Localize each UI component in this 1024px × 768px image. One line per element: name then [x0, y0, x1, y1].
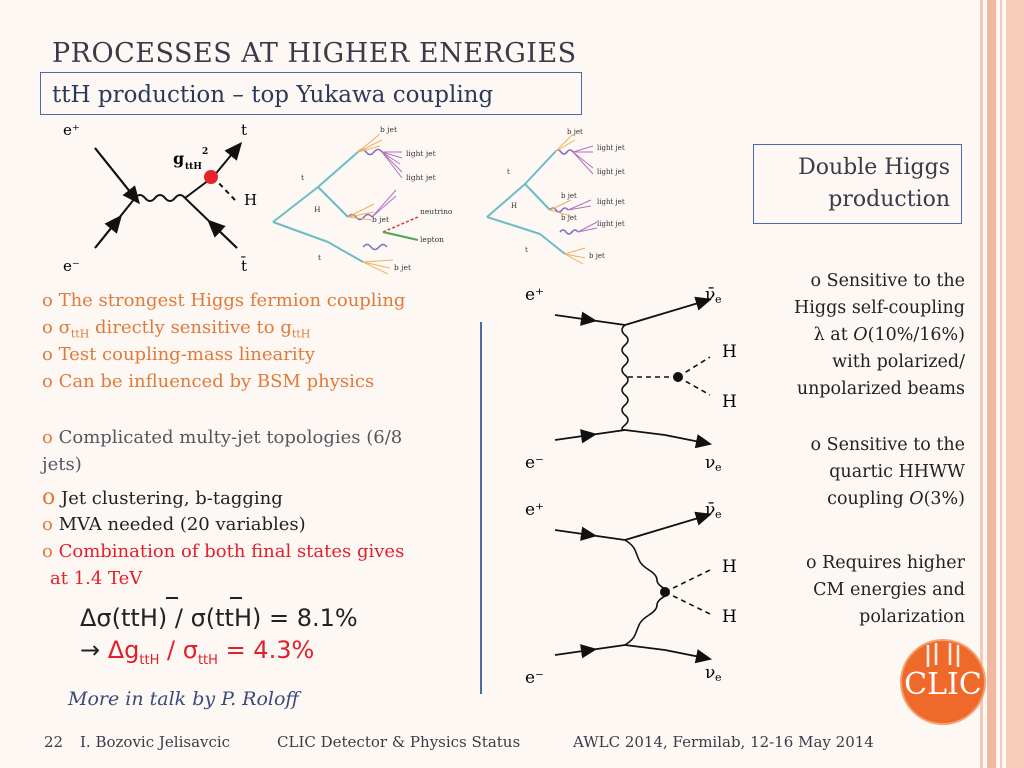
double-higgs-label-line1: Double Higgs — [798, 155, 950, 180]
hh2-nubar: ν̄ — [705, 500, 715, 520]
hh1-nu-sub: e — [715, 461, 722, 474]
label-h: H — [244, 191, 257, 209]
bullet-combination: o Combination of both final states gives — [42, 541, 405, 562]
label-g-sub: ttH — [185, 162, 202, 172]
jet-label: b jet — [372, 215, 389, 224]
hh1-nubar-sub: e — [715, 293, 722, 306]
footer-author: I. Bozovic Jelisavcic — [80, 733, 231, 751]
jet-label: light jet — [406, 173, 436, 182]
more-in-talk: More in talk by P. Roloff — [68, 688, 299, 710]
jet-label: b jet — [567, 128, 583, 136]
jet-label: light jet — [597, 198, 625, 206]
label-e-plus: e⁺ — [63, 121, 80, 139]
jet-label: neutrino — [420, 207, 453, 216]
jet-label: light jet — [597, 144, 625, 152]
footer-talk: CLIC Detector & Physics Status — [277, 733, 521, 751]
label-g: g — [173, 149, 184, 168]
footer-event: AWLC 2014, Fermilab, 12-16 May 2014 — [573, 733, 874, 751]
bullet-self-coupling: o Sensitive to the Higgs self-coupling λ… — [794, 271, 965, 399]
bullet-combination-cont: at 1.4 TeV — [50, 568, 143, 589]
double-higgs-box — [753, 144, 962, 224]
hh1-h2: H — [722, 392, 737, 412]
slide-subtitle: ttH production – top Yukawa coupling — [52, 82, 494, 108]
vertical-divider — [480, 322, 482, 694]
jet-label: b jet — [561, 214, 577, 222]
jet-label: t — [301, 173, 304, 182]
hh2-h1: H — [722, 557, 737, 577]
bullet-multijet-cont: jets) — [42, 454, 82, 475]
jet-label: b jet — [561, 192, 577, 200]
jet-label: H — [511, 202, 517, 210]
jet-label: light jet — [406, 149, 436, 158]
hh2-nu: ν — [705, 663, 715, 683]
clic-logo-text: CLIC — [904, 667, 982, 702]
jet-label: t — [507, 168, 510, 176]
hh-feynman-diagram-2: e⁺ e⁻ ν̄ e ν e H H — [525, 500, 737, 688]
bullet-sigma-sensitive: o σttH directly sensitive to gttH — [42, 317, 311, 341]
decorative-stripes — [980, 0, 1024, 768]
jet-label: t — [525, 246, 528, 254]
jet-label: light jet — [597, 168, 625, 176]
hh1-nu: ν — [705, 453, 715, 473]
tth-feynman-diagram: e⁺ e⁻ t t̄ H g ttH 2 — [63, 121, 257, 275]
hh1-h1: H — [722, 342, 737, 362]
hh-feynman-diagram-1: e⁺ e⁻ ν̄ e ν e H H — [525, 285, 737, 474]
bullet-higher-energies: o Requires higher CM energies and polari… — [805, 553, 965, 627]
jet-label: t — [318, 253, 321, 262]
double-higgs-label-line2: production — [828, 187, 950, 212]
bullet-multijet: o Complicated multy-jet topologies (6/8 — [42, 427, 403, 448]
hh1-nubar: ν̄ — [705, 285, 715, 305]
hh2-h2: H — [722, 607, 737, 627]
hh2-e-minus: e⁻ — [525, 668, 544, 688]
label-t: t — [241, 121, 247, 139]
coupling-vertex-dot — [204, 170, 218, 184]
jet-label: b jet — [380, 125, 397, 134]
equation-cross-section: Δσ(ttH) / σ(ttH) = 8.1% — [80, 604, 358, 632]
bullet-bsm: o Can be influenced by BSM physics — [42, 371, 375, 392]
bullet-linearity: o Test coupling-mass linearity — [42, 344, 316, 365]
equation-yukawa: → ΔgttH / σttH = 4.3% — [80, 636, 315, 668]
hh1-e-minus: e⁻ — [525, 453, 544, 473]
jet-topology-2: b jet light jet light jet b jet light je… — [486, 128, 625, 265]
bullet-strongest-coupling: o The strongest Higgs fermion coupling — [42, 290, 406, 311]
jet-label: b jet — [589, 252, 605, 260]
jet-label: H — [314, 205, 321, 214]
subtitle-box — [40, 72, 582, 115]
label-e-minus: e⁻ — [63, 257, 80, 275]
footer-page-number: 22 — [44, 733, 64, 751]
overbar-1 — [166, 597, 178, 599]
hh1-e-plus: e⁺ — [525, 285, 544, 305]
bullet-jet-clustering: o Jet clustering, b-tagging — [42, 485, 283, 510]
jet-label: lepton — [420, 235, 444, 244]
jet-label: b jet — [394, 263, 411, 272]
hh2-e-plus: e⁺ — [525, 500, 544, 520]
hh2-nu-sub: e — [715, 671, 722, 684]
slide-title: PROCESSES AT HIGHER ENERGIES — [52, 38, 577, 69]
overbar-2 — [230, 597, 242, 599]
double-higgs-label: Double Higgs production — [760, 152, 950, 216]
bullet-quartic-coupling: o Sensitive to the quartic HHWW coupling… — [810, 435, 965, 509]
label-g-sup: 2 — [202, 147, 208, 157]
label-tbar: t̄ — [241, 257, 247, 275]
bullet-mva: o MVA needed (20 variables) — [42, 514, 306, 535]
clic-logo: CLIC — [900, 639, 986, 725]
hh2-nubar-sub: e — [715, 508, 722, 521]
jet-label: light jet — [597, 220, 625, 228]
jet-topology-1: b jet light jet light jet b jet neutrino… — [272, 125, 453, 275]
